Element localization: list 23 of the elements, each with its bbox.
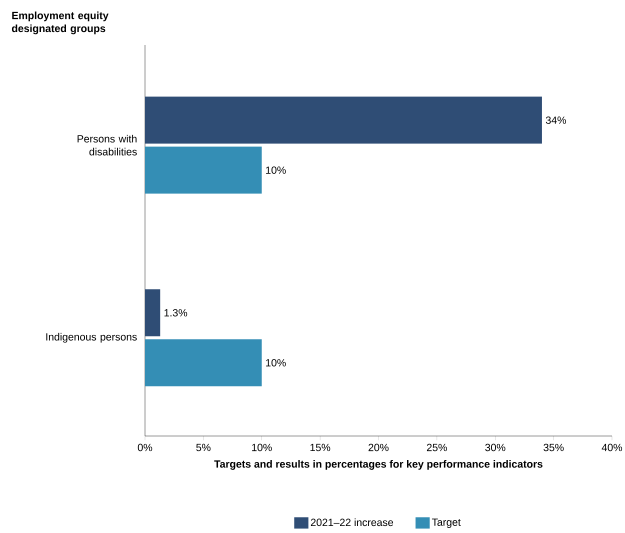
x-axis-title: Targets and results in percentages for key performance indicators <box>214 460 542 470</box>
x-tick-label: 5% <box>196 444 211 452</box>
y-tick-label: Indigenous persons <box>46 332 137 343</box>
bar <box>145 289 160 336</box>
x-tick-label: 0% <box>138 444 152 452</box>
x-tick-label: 20% <box>368 444 389 452</box>
data-label: 10% <box>266 359 286 366</box>
x-tick-label: 40% <box>602 444 622 452</box>
y-tick-label: Persons with disabilities <box>78 134 137 156</box>
bar <box>145 96 542 144</box>
y-axis-title: Employment equity designated groups <box>12 12 109 34</box>
x-tick-label: 35% <box>544 444 564 452</box>
bar <box>145 339 262 386</box>
x-tick-label: 25% <box>426 444 447 452</box>
x-tick-label: 30% <box>485 444 506 452</box>
x-tick-label: 15% <box>310 444 330 452</box>
x-tick-label: 10% <box>252 444 272 452</box>
bar <box>145 146 262 194</box>
data-label: 1.3% <box>164 309 188 316</box>
data-label: 34% <box>546 116 566 124</box>
legend-label: 2021–22 increase <box>310 518 394 526</box>
legend-label: Target <box>432 518 461 528</box>
data-label: 10% <box>266 166 286 174</box>
